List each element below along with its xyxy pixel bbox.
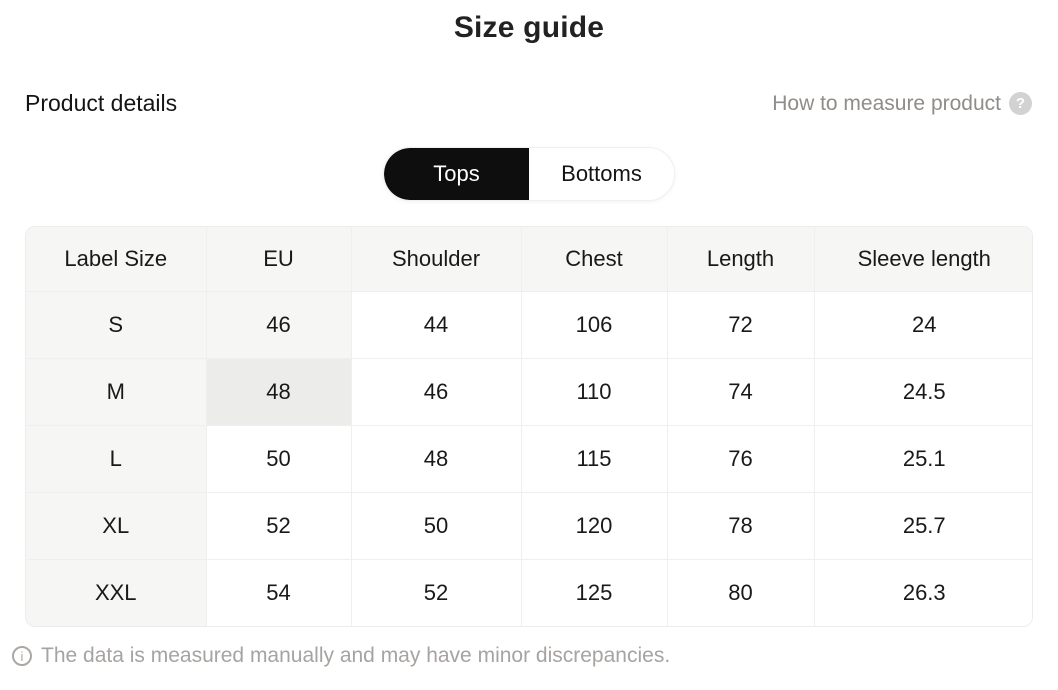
row-label-cell: XXL	[26, 559, 207, 626]
table-row: XXL 54 52 125 80 26.3	[26, 559, 1032, 626]
table-cell: 48	[206, 358, 352, 426]
table-cell: 26.3	[814, 559, 1032, 626]
table-cell: 120	[521, 492, 668, 560]
table-cell: 50	[206, 425, 352, 493]
tabs-pill: Tops Bottoms	[383, 147, 675, 201]
question-mark-icon: ?	[1009, 92, 1032, 115]
column-header: Chest	[521, 227, 668, 292]
how-to-measure-link[interactable]: How to measure product ?	[772, 92, 1032, 116]
column-header: Length	[667, 227, 815, 292]
table-cell: 110	[521, 358, 668, 426]
table-cell: 24.5	[814, 358, 1032, 426]
table-cell: 25.7	[814, 492, 1032, 560]
category-tabs: Tops Bottoms	[0, 147, 1058, 201]
table-cell: 46	[351, 358, 522, 426]
page-title: Size guide	[453, 11, 605, 44]
row-label-cell: L	[26, 425, 207, 493]
table-cell: 46	[206, 291, 352, 359]
table-row: S 46 44 106 72 24	[26, 291, 1032, 359]
table-cell: 54	[206, 559, 352, 626]
table-cell: 52	[206, 492, 352, 560]
table-cell: 44	[351, 291, 522, 359]
table-cell: 25.1	[814, 425, 1032, 493]
disclaimer: i The data is measured manually and may …	[12, 644, 1058, 668]
table-cell: 125	[521, 559, 668, 626]
table-row: L 50 48 115 76 25.1	[26, 425, 1032, 493]
table-row: XL 52 50 120 78 25.7	[26, 492, 1032, 560]
row-label-cell: M	[26, 358, 207, 426]
table-cell: 48	[351, 425, 522, 493]
row-label-cell: XL	[26, 492, 207, 560]
table-cell: 52	[351, 559, 522, 626]
table-cell: 78	[667, 492, 815, 560]
row-label-cell: S	[26, 291, 207, 359]
column-header: EU	[206, 227, 352, 292]
table-cell: 106	[521, 291, 668, 359]
table-cell: 76	[667, 425, 815, 493]
info-icon: i	[12, 646, 32, 666]
size-table-container: Label Size EU Shoulder Chest Length Sleeve le…	[25, 226, 1033, 627]
column-header: Sleeve length	[814, 227, 1032, 292]
size-table: Label Size EU Shoulder Chest Length Sleeve le…	[26, 227, 1032, 626]
table-cell: 24	[814, 291, 1032, 359]
table-header-row: Label Size EU Shoulder Chest Length Sleeve le…	[26, 227, 1032, 292]
tab-tops[interactable]: Tops	[384, 148, 529, 200]
table-cell: 115	[521, 425, 668, 493]
table-cell: 50	[351, 492, 522, 560]
table-row: M 48 46 110 74 24.5	[26, 358, 1032, 426]
subheader: Product details How to measure product ?	[25, 90, 1032, 117]
how-to-measure-label: How to measure product	[772, 91, 1001, 115]
column-header: Shoulder	[351, 227, 522, 292]
table-body: S 46 44 106 72 24 M 48 46 110 74 24.5 L 50 48 115 76 25.1…	[26, 291, 1032, 626]
tab-bottoms[interactable]: Bottoms	[529, 148, 674, 200]
section-title: Product details	[25, 90, 178, 116]
table-cell: 72	[667, 291, 815, 359]
column-header: Label Size	[26, 227, 207, 292]
table-cell: 80	[667, 559, 815, 626]
table-cell: 74	[667, 358, 815, 426]
disclaimer-text: The data is measured manually and may ha…	[41, 644, 671, 667]
